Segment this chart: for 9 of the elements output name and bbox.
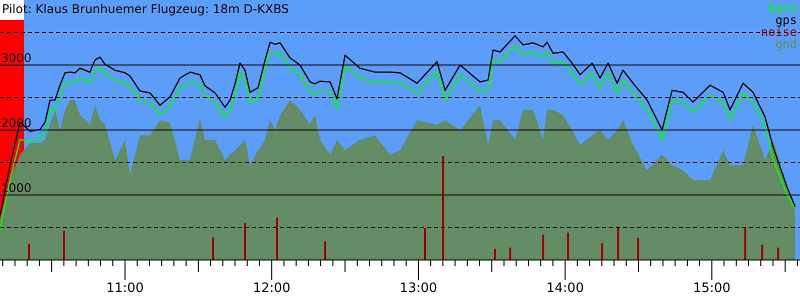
text: gps — [775, 13, 797, 27]
text: gnd — [775, 37, 797, 51]
x-tick-label: 14:00 — [546, 281, 584, 296]
x-tick-label: 11:00 — [106, 281, 144, 296]
text: baro — [768, 1, 797, 15]
text: noise — [760, 25, 797, 39]
x-tick-label: 13:00 — [400, 281, 438, 296]
x-tick-label: 15:00 — [693, 281, 731, 296]
x-tick-label: 12:00 — [252, 281, 290, 296]
